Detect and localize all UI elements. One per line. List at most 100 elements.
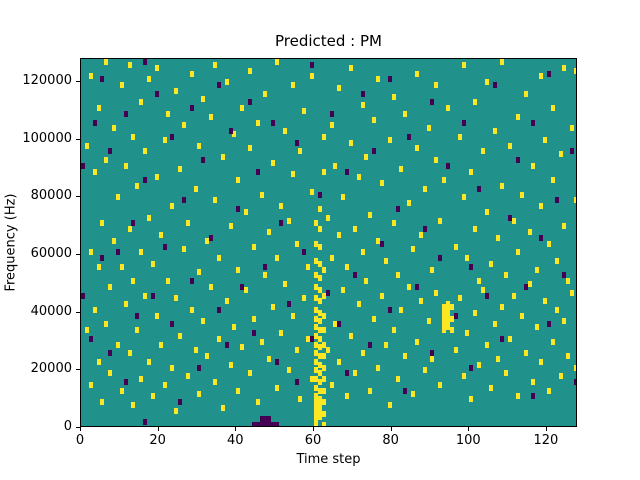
heatmap-cell xyxy=(189,278,194,285)
x-tick-mark xyxy=(545,427,547,431)
heatmap-cell xyxy=(500,182,505,189)
heatmap-cell xyxy=(426,318,431,325)
heatmap-cell xyxy=(430,266,435,273)
heatmap-cell xyxy=(96,105,101,112)
heatmap-cell xyxy=(286,301,291,308)
x-tick-label: 40 xyxy=(227,433,244,448)
heatmap-cell xyxy=(313,295,318,302)
heatmap-cell xyxy=(539,203,544,210)
heatmap-cell xyxy=(465,255,470,262)
heatmap-cell xyxy=(240,344,245,351)
heatmap-cell xyxy=(81,162,85,169)
heatmap-cell xyxy=(127,61,132,68)
heatmap-cell xyxy=(550,177,555,184)
heatmap-cell xyxy=(313,410,318,417)
heatmap-cell xyxy=(391,327,396,334)
y-tick-mark xyxy=(76,369,80,371)
heatmap-cell xyxy=(263,263,268,270)
heatmap-cell xyxy=(197,142,202,149)
heatmap-cell xyxy=(313,393,318,400)
heatmap-cell xyxy=(574,364,576,371)
heatmap-cell xyxy=(387,76,392,83)
heatmap-cell xyxy=(391,93,396,100)
heatmap-cell xyxy=(317,413,322,420)
heatmap-cell xyxy=(360,102,365,109)
heatmap-cell xyxy=(275,358,280,365)
heatmap-cell xyxy=(267,355,272,362)
heatmap-cell xyxy=(321,364,326,371)
x-tick-mark xyxy=(468,427,470,431)
heatmap-cell xyxy=(178,332,183,339)
heatmap-cell xyxy=(282,128,287,135)
heatmap-cell xyxy=(147,214,151,221)
heatmap-cell xyxy=(310,376,315,383)
heatmap-cell xyxy=(570,148,575,155)
heatmap-cell xyxy=(321,422,326,426)
heatmap-cell xyxy=(271,422,276,426)
heatmap-cell xyxy=(531,378,536,385)
heatmap-cell xyxy=(220,404,225,411)
heatmap-cell xyxy=(500,59,505,65)
heatmap-cell xyxy=(356,301,361,308)
heatmap-cell xyxy=(205,237,210,244)
heatmap-cell xyxy=(426,125,431,132)
heatmap-cell xyxy=(240,283,245,290)
heatmap-cell xyxy=(228,223,233,230)
heatmap-cell xyxy=(430,350,435,357)
heatmap-cell xyxy=(317,370,322,377)
heatmap-cell xyxy=(131,133,136,140)
heatmap-cell xyxy=(515,393,520,400)
heatmap-cell xyxy=(321,399,326,406)
heatmap-cell xyxy=(321,410,326,417)
heatmap-cell xyxy=(445,318,450,325)
heatmap-cell xyxy=(504,272,509,279)
heatmap-cell xyxy=(345,370,350,377)
heatmap-cell xyxy=(508,142,513,149)
heatmap-cell xyxy=(170,133,175,140)
y-axis-label: Frequency (Hz) xyxy=(3,193,19,292)
heatmap-cell xyxy=(321,327,326,334)
heatmap-cell xyxy=(574,67,576,74)
heatmap-cell xyxy=(473,226,478,233)
heatmap-cell xyxy=(508,335,513,342)
heatmap-cell xyxy=(469,168,474,175)
heatmap-cell xyxy=(220,154,225,161)
heatmap-cell xyxy=(317,387,322,394)
heatmap-cell xyxy=(387,402,392,409)
heatmap-cell xyxy=(407,283,412,290)
heatmap-cell xyxy=(228,128,233,135)
heatmap-cell xyxy=(333,321,338,328)
heatmap-cell xyxy=(352,226,357,233)
heatmap-cell xyxy=(162,136,167,143)
heatmap-cell xyxy=(119,263,124,270)
x-tick-label: 0 xyxy=(75,433,85,448)
heatmap-cell xyxy=(263,422,268,426)
heatmap-cell xyxy=(422,185,427,192)
heatmap-cell xyxy=(123,162,128,169)
heatmap-cell xyxy=(108,370,113,377)
heatmap-cell xyxy=(127,350,132,357)
heatmap-cell xyxy=(317,298,322,305)
heatmap-cell xyxy=(473,99,478,106)
heatmap-cell xyxy=(360,350,365,357)
heatmap-cell xyxy=(348,139,353,146)
heatmap-cell xyxy=(438,217,443,224)
heatmap-cell xyxy=(147,358,151,365)
heatmap-cell xyxy=(438,255,443,262)
heatmap-cell xyxy=(112,237,117,244)
heatmap-cell xyxy=(364,278,369,285)
heatmap-cell xyxy=(442,321,447,328)
heatmap-cell xyxy=(445,162,450,169)
heatmap-cell xyxy=(321,387,326,394)
heatmap-cell xyxy=(558,151,563,158)
heatmap-cell xyxy=(461,119,466,126)
heatmap-cell xyxy=(484,341,489,348)
heatmap-cell xyxy=(445,306,450,313)
heatmap-cell xyxy=(469,263,474,270)
heatmap-cell xyxy=(205,353,210,360)
heatmap-cell xyxy=(391,220,396,227)
heatmap-cell xyxy=(317,206,322,213)
heatmap-cell xyxy=(360,249,365,256)
heatmap-cell xyxy=(325,214,330,221)
